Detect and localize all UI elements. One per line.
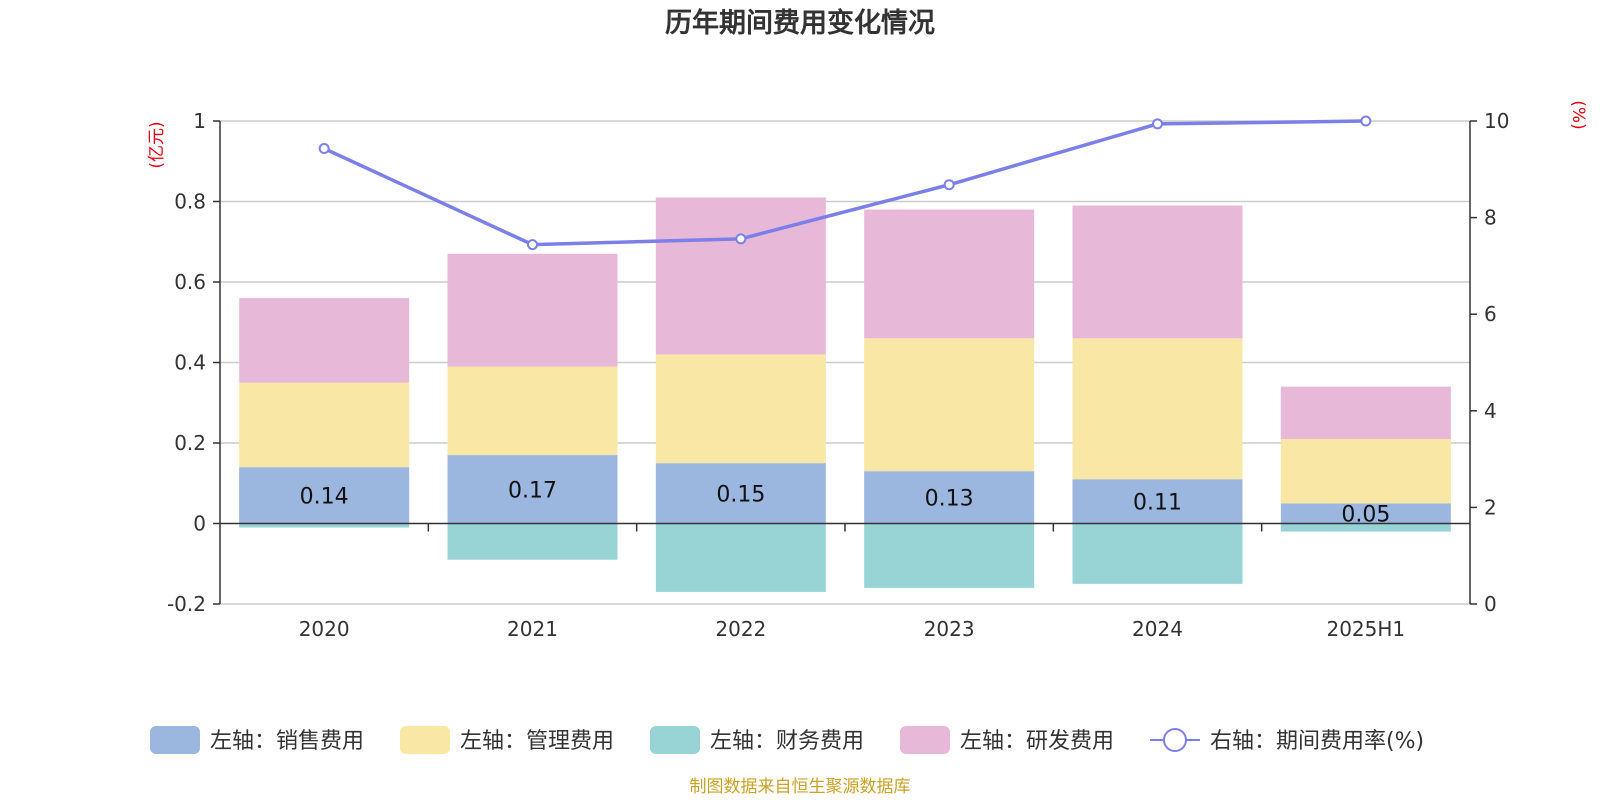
legend-item: 左轴：销售费用 — [150, 726, 364, 754]
rate-point — [735, 233, 747, 245]
bar-segment — [655, 523, 826, 592]
legend-label: 左轴：财务费用 — [710, 729, 864, 754]
left-axis-tick-label: -0.2 — [167, 592, 206, 616]
bar-data-labels: 0.14 0.17 0.15 0.13 0.11 0.05 — [300, 478, 1391, 527]
legend-label: 左轴：研发费用 — [960, 729, 1114, 754]
bar-data-label: 0.11 — [1133, 490, 1182, 515]
x-axis-tick-label: 2024 — [1132, 617, 1183, 641]
bar-segment — [655, 197, 826, 355]
x-axis-tick-label: 2021 — [507, 617, 558, 641]
legend-item: 左轴：研发费用 — [900, 726, 1114, 754]
bar-segment — [447, 366, 618, 456]
x-axis-tick-label: 2025H1 — [1326, 617, 1405, 641]
bar-data-label: 0.13 — [925, 486, 974, 511]
bar-segment — [1280, 503, 1451, 524]
bar-data-label: 0.15 — [716, 482, 765, 507]
bar-segment — [1280, 523, 1451, 532]
left-axis-tick-label: 0 — [193, 512, 206, 536]
legend-swatch — [900, 726, 950, 754]
rate-point — [1360, 115, 1372, 127]
left-axis-tick-label: 1 — [193, 109, 206, 133]
legend-swatch — [650, 726, 700, 754]
bars — [239, 197, 1451, 592]
right-axis-tick-label: 10 — [1484, 109, 1509, 133]
bar-data-label: 0.05 — [1341, 502, 1390, 527]
x-axis-tick-label: 2022 — [715, 617, 766, 641]
bar-segment — [1072, 479, 1243, 524]
right-axis-tick-label: 4 — [1484, 399, 1497, 423]
legend-label: 右轴：期间费用率(%) — [1210, 729, 1424, 754]
left-axis-tick-label: 0.8 — [174, 190, 206, 214]
left-axis-unit: (亿元) — [147, 121, 167, 168]
right-axis-tick-label: 8 — [1484, 206, 1497, 230]
bar-segment — [655, 463, 826, 524]
legend-label: 左轴：销售费用 — [210, 729, 364, 754]
bar-segment — [655, 354, 826, 464]
rate-point — [1152, 118, 1163, 130]
legend-label: 左轴：管理费用 — [460, 729, 614, 754]
bar-segment — [447, 455, 618, 524]
chart-title: 历年期间费用变化情况 — [665, 7, 935, 39]
bar-segment — [447, 253, 618, 367]
bar-segment — [1280, 386, 1451, 439]
bar-segment — [864, 209, 1035, 339]
rate-line — [323, 119, 1366, 247]
rate-point — [318, 143, 330, 155]
bar-segment — [1280, 438, 1451, 504]
legend-marker — [1163, 728, 1187, 752]
bar-segment — [1072, 205, 1243, 339]
bar-data-label: 0.14 — [300, 484, 349, 509]
legend-swatch — [150, 726, 200, 754]
bar-data-label: 0.17 — [508, 478, 557, 503]
rate-point — [943, 179, 955, 191]
x-axis-tick-label: 2023 — [924, 617, 975, 641]
bar-segment — [1072, 338, 1243, 480]
right-axis-tick-label: 6 — [1484, 302, 1497, 326]
bar-segment — [239, 523, 410, 528]
bar-segment — [239, 382, 410, 468]
legend-item: 左轴：管理费用 — [400, 726, 614, 754]
bar-segment — [447, 523, 618, 560]
bar-segment — [864, 338, 1035, 472]
bar-segment — [1072, 523, 1243, 584]
right-axis-tick-label: 2 — [1484, 495, 1497, 519]
x-axis-tick-label: 2020 — [299, 617, 350, 641]
source-note: 制图数据来自恒生聚源数据库 — [690, 777, 911, 797]
bar-segment — [864, 523, 1035, 588]
bar-segment — [864, 471, 1035, 524]
bar-segment — [239, 298, 410, 383]
left-axis-tick-label: 0.4 — [174, 351, 206, 375]
left-axis-tick-label: 0.2 — [174, 431, 206, 455]
legend-item: 右轴：期间费用率(%) — [1150, 728, 1424, 754]
grid-lines — [220, 120, 1470, 605]
legend: 左轴：销售费用 左轴：管理费用 左轴：财务费用 左轴：研发费用 右轴：期间费用率(%) — [150, 726, 1424, 754]
bar-segment — [239, 467, 410, 524]
legend-swatch — [400, 726, 450, 754]
legend-item: 左轴：财务费用 — [650, 726, 864, 754]
rate-line-series — [318, 115, 1372, 251]
right-axis-tick-label: 0 — [1484, 592, 1497, 616]
right-axis-unit: (%) — [1568, 100, 1588, 129]
left-axis-tick-label: 0.6 — [174, 270, 206, 294]
rate-point — [527, 239, 538, 251]
